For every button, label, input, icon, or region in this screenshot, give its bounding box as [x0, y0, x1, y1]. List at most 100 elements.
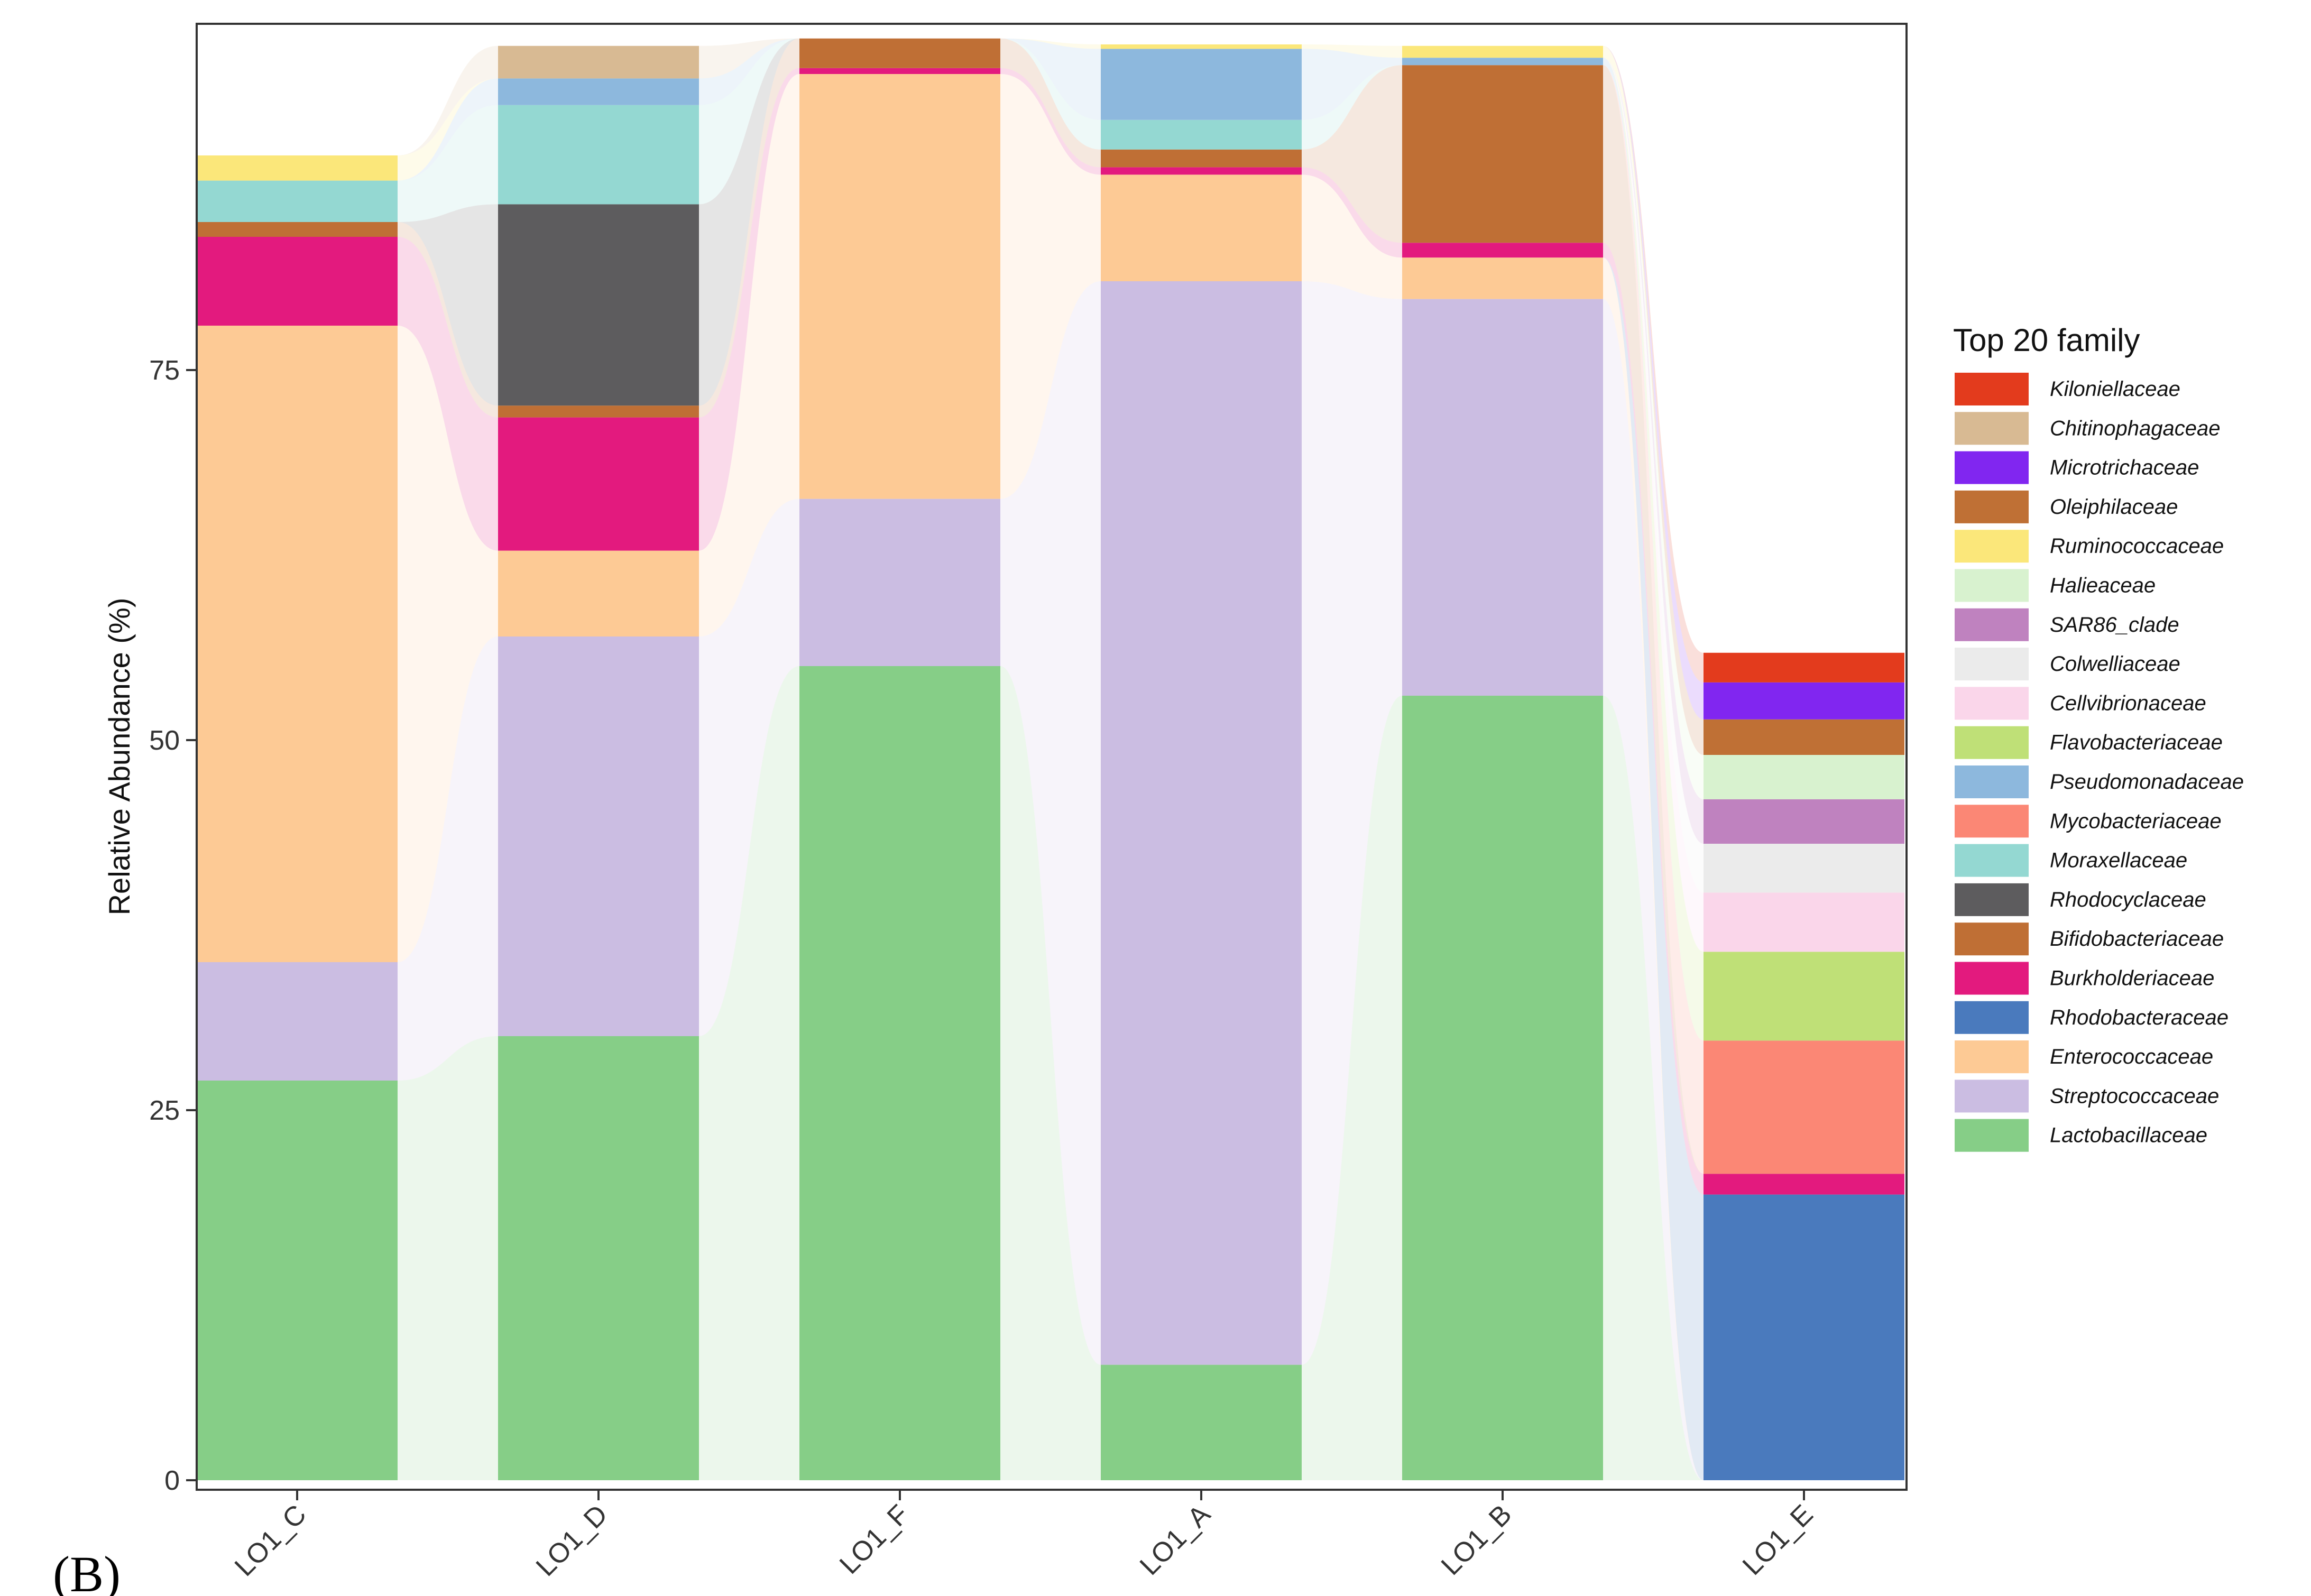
flow-pseudomonadaceae-lo1-d: [699, 38, 799, 105]
legend: Kiloniellaceae Chitinophagaceae Microtrich…: [1955, 373, 2244, 1152]
flow-bifidobacteriaceae-lo1-b: [1603, 65, 1704, 1174]
legend-label-rhodobacteraceae: Rhodobacteraceae: [2050, 1006, 2229, 1029]
legend-swatch-halieaceae: [1955, 569, 2029, 602]
legend-label-rhodocyclaceae: Rhodocyclaceae: [2050, 888, 2206, 911]
flow-ruminococcaceae-lo1-c: [398, 78, 498, 181]
flow-streptococcaceae-lo1-b: [1603, 299, 1704, 1480]
bar-segment-moraxellaceae-lo1-a: [1101, 119, 1302, 150]
y-tick-label-75: 75: [149, 355, 180, 386]
legend-swatch-sar86-clade: [1955, 608, 2029, 641]
flow-oleiphilaceae-lo1-b: [1603, 45, 1704, 755]
legend-label-lactobacillaceae: Lactobacillaceae: [2050, 1124, 2207, 1147]
flow-microtrichaceae-lo1-b: [1603, 45, 1704, 719]
flow-pseudomonadaceae-lo1-b: [1603, 58, 1704, 1041]
flow-burkholderiaceae-lo1-c: [398, 237, 498, 551]
bar-segment-burkholderiaceae-lo1-f: [799, 68, 1000, 74]
bar-segment-enterococcaceae-lo1-d: [498, 550, 699, 636]
bar-segment-bifidobacteriaceae-lo1-f: [799, 38, 1000, 68]
flow-kiloniellaceae-lo1-b: [1603, 45, 1704, 682]
flow-burkholderiaceae-lo1-a: [1302, 167, 1402, 258]
bar-segment-burkholderiaceae-lo1-e: [1704, 1174, 1904, 1195]
bar-segment-burkholderiaceae-lo1-b: [1402, 243, 1603, 258]
legend-swatch-rhodobacteraceae: [1955, 1001, 2029, 1034]
flow-burkholderiaceae-lo1-d: [699, 68, 799, 551]
flow-ruminococcaceae-lo1-b: [1603, 45, 1704, 755]
bar-segment-streptococcaceae-lo1-d: [498, 636, 699, 1036]
bar-segment-microtrichaceae-lo1-e: [1704, 682, 1904, 719]
bar-segment-burkholderiaceae-lo1-c: [197, 237, 398, 326]
legend-label-kiloniellaceae: Kiloniellaceae: [2050, 377, 2180, 401]
bar-segment-cellvibrionaceae-lo1-e: [1704, 892, 1904, 952]
panel-label: (B): [53, 1546, 121, 1596]
y-axis: 0 25 50 75: [149, 355, 197, 1496]
legend-swatch-enterococcaceae: [1955, 1040, 2029, 1074]
flow-moraxellaceae-lo1-a: [1302, 65, 1402, 150]
flow-rhodocyclaceae-lo1-c: [398, 204, 498, 406]
legend-swatch-moraxellaceae: [1955, 844, 2029, 877]
legend-swatch-kiloniellaceae: [1955, 373, 2029, 405]
legend-swatch-oleiphilaceae: [1955, 490, 2029, 523]
plot-panel-border: [196, 23, 1908, 1491]
bar-segment-bifidobacteriaceae-lo1-d: [498, 405, 699, 418]
flow-pseudomonadaceae-lo1-a: [1302, 49, 1402, 120]
y-tick-label-50: 50: [149, 725, 180, 756]
bar-segment-lactobacillaceae-lo1-a: [1101, 1364, 1302, 1480]
legend-swatch-microtrichaceae: [1955, 451, 2029, 484]
legend-label-ruminococcaceae: Ruminococcaceae: [2050, 534, 2224, 558]
bar-segment-lactobacillaceae-lo1-b: [1402, 696, 1603, 1480]
flow-cellvibrionaceae-lo1-b: [1603, 58, 1704, 952]
bar-segment-lactobacillaceae-lo1-c: [197, 1081, 398, 1480]
bar-segment-lactobacillaceae-lo1-f: [799, 666, 1000, 1480]
bar-segment-enterococcaceae-lo1-c: [197, 326, 398, 962]
flow-moraxellaceae-lo1-c: [398, 105, 498, 222]
legend-swatch-lactobacillaceae: [1955, 1119, 2029, 1152]
bar-segment-ruminococcaceae-lo1-a: [1101, 44, 1302, 49]
bar-segment-sar86-clade-lo1-e: [1704, 799, 1904, 844]
bar-segment-colwelliaceae-lo1-e: [1704, 844, 1904, 893]
legend-title: Top 20 family: [1953, 322, 2140, 358]
legend-label-streptococcaceae: Streptococcaceae: [2050, 1084, 2219, 1108]
legend-label-colwelliaceae: Colwelliaceae: [2050, 652, 2180, 676]
legend-label-bifidobacteriaceae: Bifidobacteriaceae: [2050, 927, 2224, 951]
flow-moraxellaceae-lo1-d: [699, 38, 799, 205]
flow-moraxellaceae-lo1-f: [1000, 38, 1101, 150]
bar-segment-enterococcaceae-lo1-b: [1402, 257, 1603, 299]
flow-bifidobacteriaceae-lo1-f: [1000, 38, 1101, 168]
bar-segment-bifidobacteriaceae-lo1-a: [1101, 149, 1302, 168]
flow-lactobacillaceae-lo1-d: [699, 666, 799, 1480]
flow-ruminococcaceae-lo1-f: [1000, 38, 1101, 49]
legend-label-sar86-clade: SAR86_clade: [2050, 613, 2179, 636]
flow-bifidobacteriaceae-lo1-a: [1302, 65, 1402, 243]
legend-swatch-flavobacteriaceae: [1955, 726, 2029, 759]
bar-segment-rhodobacteraceae-lo1-e: [1704, 1194, 1904, 1480]
flow-colwelliaceae-lo1-b: [1603, 58, 1704, 893]
flow-streptococcaceae-lo1-c: [398, 636, 498, 1081]
bar-segment-flavobacteriaceae-lo1-e: [1704, 952, 1904, 1041]
bar-segment-streptococcaceae-lo1-c: [197, 962, 398, 1081]
flow-enterococcaceae-lo1-b: [1603, 257, 1704, 1481]
bar-segment-streptococcaceae-lo1-b: [1402, 299, 1603, 696]
legend-label-cellvibrionaceae: Cellvibrionaceae: [2050, 691, 2206, 715]
bar-segment-enterococcaceae-lo1-f: [799, 74, 1000, 499]
flow-enterococcaceae-lo1-a: [1302, 174, 1402, 299]
legend-label-pseudomonadaceae: Pseudomonadaceae: [2050, 770, 2244, 794]
legend-label-mycobacteriaceae: Mycobacteriaceae: [2050, 809, 2222, 833]
bar-layer: [197, 38, 1904, 1480]
flow-streptococcaceae-lo1-d: [699, 499, 799, 1036]
legend-label-chitinophagaceae: Chitinophagaceae: [2050, 417, 2220, 440]
bar-segment-streptococcaceae-lo1-a: [1101, 281, 1302, 1365]
flow-lactobacillaceae-lo1-a: [1302, 696, 1402, 1480]
legend-swatch-pseudomonadaceae: [1955, 765, 2029, 798]
flow-enterococcaceae-lo1-c: [398, 326, 498, 962]
bar-segment-pseudomonadaceae-lo1-b: [1402, 58, 1603, 66]
y-tick-label-0: 0: [164, 1465, 180, 1496]
bar-segment-ruminococcaceae-lo1-c: [197, 155, 398, 181]
legend-swatch-burkholderiaceae: [1955, 962, 2029, 995]
bar-segment-burkholderiaceae-lo1-d: [498, 417, 699, 551]
legend-swatch-rhodocyclaceae: [1955, 883, 2029, 916]
bar-segment-lactobacillaceae-lo1-d: [498, 1036, 699, 1480]
flow-mycobacteriaceae-lo1-b: [1603, 65, 1704, 1174]
legend-label-flavobacteriaceae: Flavobacteriaceae: [2050, 731, 2223, 754]
bar-segment-bifidobacteriaceae-lo1-c: [197, 222, 398, 237]
